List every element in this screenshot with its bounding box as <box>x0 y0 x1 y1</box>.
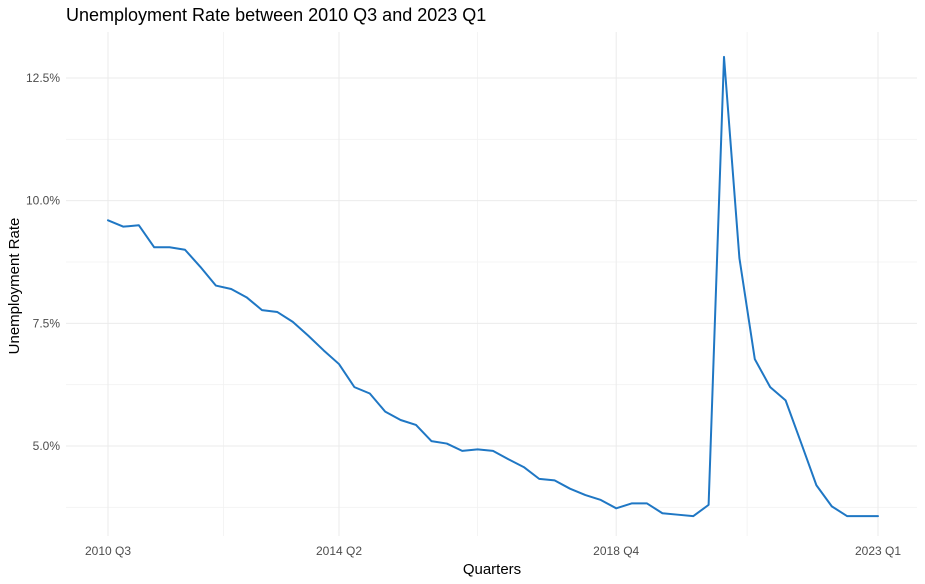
y-tick-label: 12.5% <box>26 71 60 85</box>
x-axis-title: Quarters <box>463 561 521 578</box>
x-tick-label: 2018 Q4 <box>593 544 639 558</box>
chart-title: Unemployment Rate between 2010 Q3 and 20… <box>66 5 486 25</box>
y-axis-ticks: 5.0% 7.5% 10.0% 12.5% <box>26 71 60 453</box>
grid-lines <box>66 32 917 536</box>
x-tick-label: 2010 Q3 <box>85 544 131 558</box>
unemployment-rate-line <box>107 55 879 518</box>
y-tick-label: 10.0% <box>26 194 60 208</box>
y-axis-title: Unemployment Rate <box>6 218 23 355</box>
x-axis-ticks: 2010 Q3 2014 Q2 2018 Q4 2023 Q1 <box>85 544 901 558</box>
y-tick-label: 7.5% <box>33 316 61 330</box>
y-tick-label: 5.0% <box>33 439 61 453</box>
x-tick-label: 2014 Q2 <box>316 544 362 558</box>
series-layer <box>107 55 879 518</box>
x-tick-label: 2023 Q1 <box>855 544 901 558</box>
